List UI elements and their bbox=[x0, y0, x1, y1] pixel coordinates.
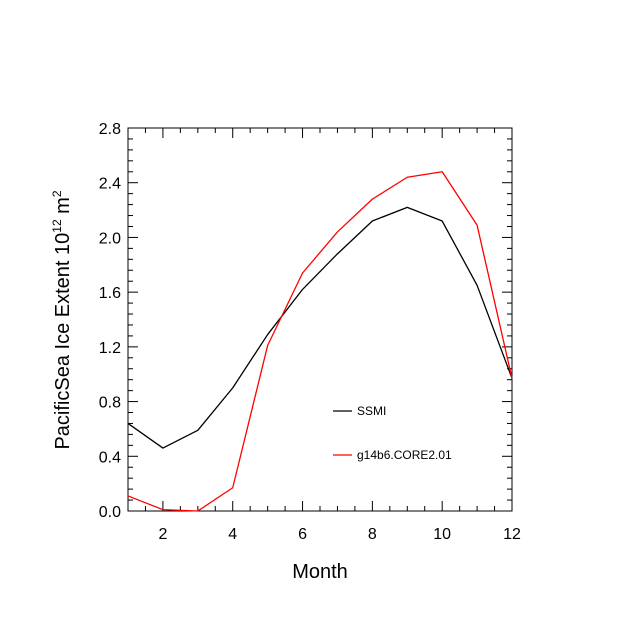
y-axis-title-unit: m bbox=[52, 197, 74, 219]
y-tick-label: 1.6 bbox=[99, 285, 121, 302]
x-tick-label: 6 bbox=[298, 526, 307, 543]
major-ticks bbox=[128, 127, 513, 512]
x-tick-label: 12 bbox=[503, 526, 521, 543]
y-tick-label: 2.8 bbox=[99, 121, 121, 138]
x-tick-label: 4 bbox=[228, 526, 237, 543]
y-axis-title-unit-exponent: 2 bbox=[50, 190, 64, 197]
x-tick-label: 10 bbox=[433, 526, 451, 543]
y-tick-label: 2.0 bbox=[99, 230, 121, 247]
x-tick-label: 8 bbox=[368, 526, 377, 543]
legend: SSMI g14b6.CORE2.01 bbox=[333, 404, 452, 462]
y-tick-label: 0.4 bbox=[99, 449, 121, 466]
y-axis-title-exponent: 12 bbox=[50, 219, 64, 233]
series-line-g14b6-core2-01 bbox=[127, 171, 513, 512]
x-axis-title: Month bbox=[292, 561, 348, 583]
y-tick-labels: 0.0 0.4 0.8 1.2 1.6 2.0 2.4 2.8 bbox=[99, 121, 121, 521]
y-tick-label: 1.2 bbox=[99, 340, 121, 357]
y-tick-label: 0.8 bbox=[99, 395, 121, 412]
plot-frame bbox=[127, 127, 513, 512]
y-axis-title-main: PacificSea Ice Extent 10 bbox=[52, 233, 74, 450]
x-tick-labels: 2 4 6 8 10 12 bbox=[158, 526, 521, 543]
y-axis-title: PacificSea Ice Extent 1012 m2 bbox=[50, 190, 74, 449]
legend-label-ssmi: SSMI bbox=[357, 404, 386, 418]
series-lines bbox=[127, 171, 513, 512]
x-tick-label: 2 bbox=[158, 526, 167, 543]
legend-label-g14b6-core2-01: g14b6.CORE2.01 bbox=[357, 448, 452, 462]
y-tick-label: 0.0 bbox=[99, 504, 121, 521]
y-tick-label: 2.4 bbox=[99, 176, 121, 193]
minor-ticks bbox=[127, 128, 512, 511]
series-line-ssmi bbox=[127, 206, 513, 449]
